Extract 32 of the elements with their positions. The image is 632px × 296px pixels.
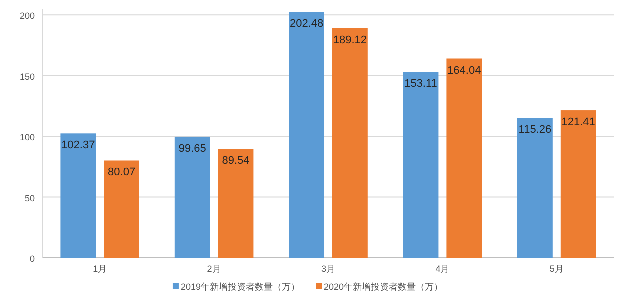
bar — [174, 136, 210, 258]
data-label: 80.07 — [108, 166, 136, 179]
y-tick-label: 100 — [20, 132, 35, 143]
data-label: 115.26 — [518, 124, 552, 136]
x-tick-label: 3月 — [321, 264, 336, 274]
bar — [403, 72, 439, 258]
bar — [560, 110, 596, 258]
data-label: 89.54 — [222, 155, 250, 168]
data-label: 99.65 — [178, 142, 206, 155]
y-tick-label: 150 — [20, 72, 35, 82]
bar — [104, 160, 140, 258]
data-label: 121.41 — [562, 116, 596, 129]
x-tick-label: 5月 — [550, 264, 564, 274]
bar — [332, 28, 368, 258]
bar — [218, 149, 254, 258]
bar — [289, 12, 325, 258]
data-label: 102.37 — [62, 140, 96, 152]
x-tick-label: 1月 — [93, 264, 108, 274]
bar — [518, 118, 553, 258]
y-tick-label: 0 — [30, 254, 35, 264]
data-label: 153.11 — [404, 78, 438, 90]
data-label: 202.48 — [290, 18, 324, 30]
data-label: 164.04 — [448, 64, 482, 77]
bar — [446, 58, 482, 258]
y-tick-label: 50 — [24, 193, 35, 204]
legend-label: 2019年新增投资者数量（万） — [180, 282, 300, 292]
data-label: 189.12 — [333, 34, 368, 46]
x-tick-label: 2月 — [207, 264, 222, 274]
y-tick-label: 200 — [20, 11, 35, 22]
x-tick-label: 4月 — [436, 264, 450, 274]
legend-label: 2020年新增投资者数量（万） — [324, 282, 444, 292]
bar — [60, 134, 96, 258]
